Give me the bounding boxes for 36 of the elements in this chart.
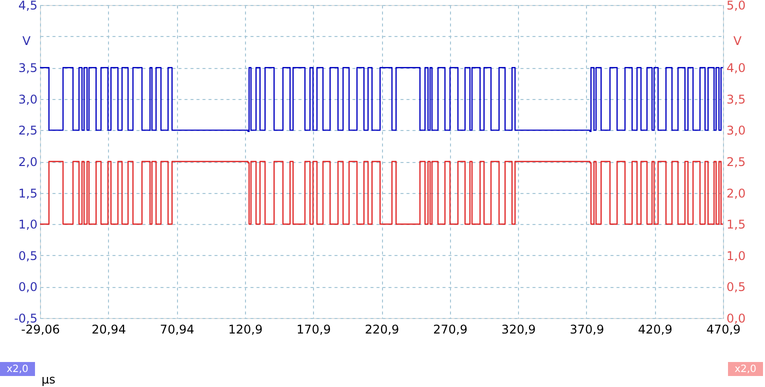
x-tick-label: 70,94 xyxy=(160,322,194,336)
y-tick-label: 0,0 xyxy=(18,280,38,294)
y-tick-label: 2,0 xyxy=(18,155,38,169)
x-tick-label: 270,9 xyxy=(433,322,468,336)
y2-tick-label: 2,5 xyxy=(726,155,746,169)
y-tick-label: 3,5 xyxy=(18,61,38,76)
y2-tick-label: 5,0 xyxy=(726,0,746,12)
y-axis-title: V xyxy=(22,34,32,48)
y2-tick-label: 1,0 xyxy=(726,248,746,263)
y2-tick-label: 0,5 xyxy=(726,280,746,294)
text: x2,0 xyxy=(6,364,28,375)
x-tick-label: 170,9 xyxy=(296,322,331,336)
y2-tick-label: 3,0 xyxy=(726,124,746,138)
x-tick-label: 120,9 xyxy=(228,322,263,336)
y2-tick-label: 2,0 xyxy=(726,186,746,200)
x-tick-label: 370,9 xyxy=(570,322,604,336)
y-tick-label: 1,0 xyxy=(18,218,38,232)
x-axis-title: µs xyxy=(42,372,56,386)
x-tick-label: 420,9 xyxy=(638,322,672,336)
y-tick-label: 2,5 xyxy=(18,124,38,138)
y-tick-label: 4,5 xyxy=(18,0,38,12)
y2-tick-label: 3,5 xyxy=(726,92,746,106)
y2-tick-label: 4,0 xyxy=(726,61,746,76)
x-tick-label: 320,9 xyxy=(501,322,536,336)
y-tick-label: 0,5 xyxy=(18,248,38,263)
text: x2,0 xyxy=(734,364,756,375)
y2-tick-label: 1,5 xyxy=(726,218,746,232)
y2-tick-label: 0,0 xyxy=(726,312,746,326)
x-tick-label: 20,94 xyxy=(92,322,126,336)
y-tick-label: 1,5 xyxy=(18,186,38,200)
x-tick-label: -29,06 xyxy=(21,322,60,336)
y-tick-label: 3,0 xyxy=(18,92,38,106)
x-tick-label: 470,9 xyxy=(706,322,741,336)
y2-axis-title: V xyxy=(733,34,742,48)
x-tick-label: 220,9 xyxy=(364,322,400,336)
y-tick-label: -0,5 xyxy=(14,312,38,326)
